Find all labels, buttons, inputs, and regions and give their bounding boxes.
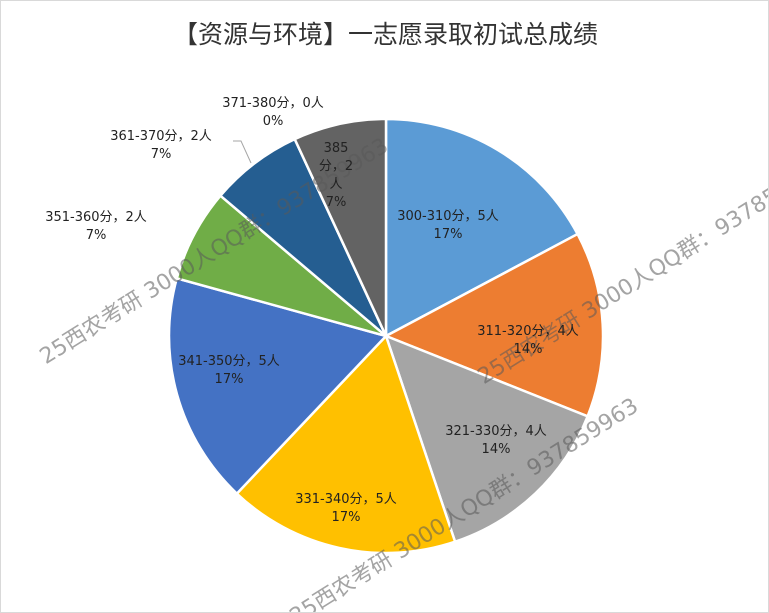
category-label: 341-350分，5人 bbox=[178, 354, 280, 369]
data-label: 331-340分，5人 17% bbox=[295, 491, 397, 527]
pie-slice bbox=[235, 333, 457, 555]
pie-slice bbox=[384, 117, 580, 339]
data-label: 385分，2人 7% bbox=[315, 140, 357, 212]
category-label: 351-360分，2人 bbox=[45, 210, 147, 225]
pie-slice bbox=[167, 276, 389, 496]
chart-title: 【资源与环境】一志愿录取初试总成绩 bbox=[172, 20, 598, 49]
percent-label: 17% bbox=[433, 227, 463, 242]
data-label: 311-320分，4人 14% bbox=[477, 323, 579, 359]
category-label: 321-330分，4人 bbox=[445, 424, 547, 439]
percent-label: 17% bbox=[331, 510, 361, 525]
category-label: 371-380分，0人 bbox=[222, 96, 324, 111]
data-label: 341-350分，5人 17% bbox=[178, 353, 280, 389]
pie-slice bbox=[383, 333, 590, 544]
data-label: 351-360分，2人 7% bbox=[45, 209, 147, 245]
data-label: 371-380分，0人 0% bbox=[222, 95, 324, 131]
percent-label: 14% bbox=[513, 342, 543, 357]
percent-label: 14% bbox=[481, 442, 511, 457]
percent-label: 0% bbox=[262, 114, 284, 129]
leader-line bbox=[233, 140, 252, 164]
percent-label: 7% bbox=[325, 195, 347, 210]
percent-label: 17% bbox=[214, 372, 244, 387]
category-label: 361-370分，2人 bbox=[110, 129, 212, 144]
category-label: 331-340分，5人 bbox=[295, 492, 397, 507]
category-label: 300-310分，5人 bbox=[397, 209, 499, 224]
category-label: 311-320分，4人 bbox=[477, 324, 579, 339]
pie-slice bbox=[383, 232, 605, 418]
percent-label: 7% bbox=[85, 228, 107, 243]
category-label: 385分，2人 bbox=[318, 141, 354, 192]
percent-label: 7% bbox=[150, 147, 172, 162]
data-label: 321-330分，4人 14% bbox=[445, 423, 547, 459]
data-label: 300-310分，5人 17% bbox=[397, 208, 499, 244]
pie-slice bbox=[293, 117, 388, 337]
data-label: 361-370分，2人 7% bbox=[110, 128, 212, 164]
